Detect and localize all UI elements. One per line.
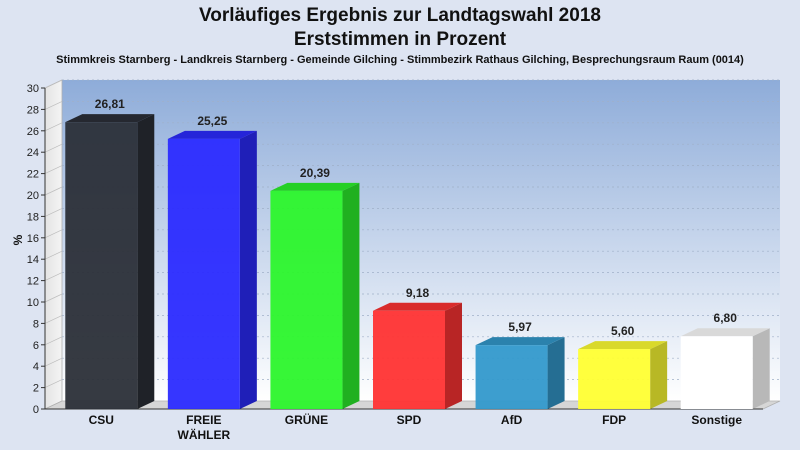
bar-side (650, 341, 668, 409)
gridline-wall (44, 315, 63, 324)
bar-side (547, 337, 565, 409)
bar-side (445, 302, 462, 409)
chart-title: Vorläufiges Ergebnis zur Landtagswahl 20… (199, 5, 601, 26)
bar-front (373, 310, 445, 409)
y-tick-label: 26 (27, 126, 39, 138)
gridline-wall (44, 336, 63, 346)
chart-subtitle: Erststimmen in Prozent (293, 29, 507, 50)
data-label: 26,81 (95, 97, 125, 111)
bar-grüne (270, 182, 360, 409)
gridline-wall (44, 272, 63, 281)
bar-top (65, 114, 155, 123)
y-tick-label: 28 (27, 104, 39, 116)
x-tick-label: CSU (89, 413, 114, 427)
y-tick-label: 20 (27, 190, 39, 202)
y-tick-label: 22 (27, 169, 39, 181)
x-tick-label: FDP (602, 413, 626, 427)
y-tick-label: 30 (27, 83, 39, 95)
bar-front (680, 336, 753, 409)
gridline-wall (44, 122, 63, 132)
y-tick-label: 8 (33, 318, 39, 330)
gridline-wall (44, 101, 63, 110)
y-tick-label: 24 (27, 147, 39, 159)
x-tick-label: SPD (397, 413, 422, 427)
y-tick-label: 18 (27, 211, 39, 223)
y-tick-label: 4 (33, 361, 39, 373)
gridline-wall (44, 208, 63, 217)
bar-top (373, 302, 462, 311)
bar-front (167, 138, 240, 409)
y-tick-label: 10 (27, 297, 39, 309)
y-tick-label: 12 (27, 276, 39, 288)
bar-side (752, 328, 770, 409)
x-tick-label: GRÜNE (285, 412, 328, 427)
bar-side (239, 130, 257, 409)
bar-side (137, 114, 155, 410)
data-label: 20,39 (300, 166, 330, 180)
y-tick-label: 6 (33, 340, 39, 352)
bar-top (167, 130, 257, 139)
bar-top (578, 341, 668, 350)
gridline-wall (44, 229, 63, 239)
data-label: 9,18 (406, 286, 430, 300)
x-tick-label: AfD (501, 413, 523, 427)
data-label: 5,60 (611, 324, 635, 338)
bar-csu (65, 114, 155, 410)
y-tick-label: 2 (33, 383, 39, 395)
gridline-wall (44, 379, 63, 388)
gridline-wall (44, 186, 63, 196)
bar-sonstige (680, 328, 770, 409)
y-tick-label: 16 (27, 233, 39, 245)
bar-afd (475, 337, 565, 409)
x-tick-label: Sonstige (691, 413, 742, 427)
bar-side (342, 182, 360, 409)
bar-spd (373, 302, 462, 409)
y-tick-label: 14 (27, 254, 39, 266)
gridline-wall (44, 143, 63, 153)
bar-freie-wähler (167, 130, 257, 409)
bar-top (680, 328, 770, 337)
gridline-wall (44, 293, 63, 303)
gridline-wall (44, 165, 63, 174)
bar-front (270, 190, 343, 409)
bar-front (65, 122, 138, 410)
bar-front (578, 349, 651, 409)
gridline-wall (44, 250, 63, 260)
bar-front (475, 345, 548, 409)
y-axis-label: % (11, 234, 25, 245)
gridline-wall (44, 357, 63, 367)
gridline-wall (44, 79, 63, 89)
data-label: 25,25 (197, 114, 227, 128)
data-label: 5,97 (508, 320, 532, 334)
x-tick-label: WÄHLER (178, 427, 231, 442)
region-caption: Stimmkreis Starnberg - Landkreis Starnbe… (56, 54, 744, 66)
bar-fdp (578, 341, 668, 409)
bar-top (270, 182, 360, 191)
y-tick-label: 0 (33, 404, 39, 416)
data-label: 6,80 (714, 311, 738, 325)
bar-top (475, 337, 565, 346)
x-tick-label: FREIE (186, 413, 221, 427)
